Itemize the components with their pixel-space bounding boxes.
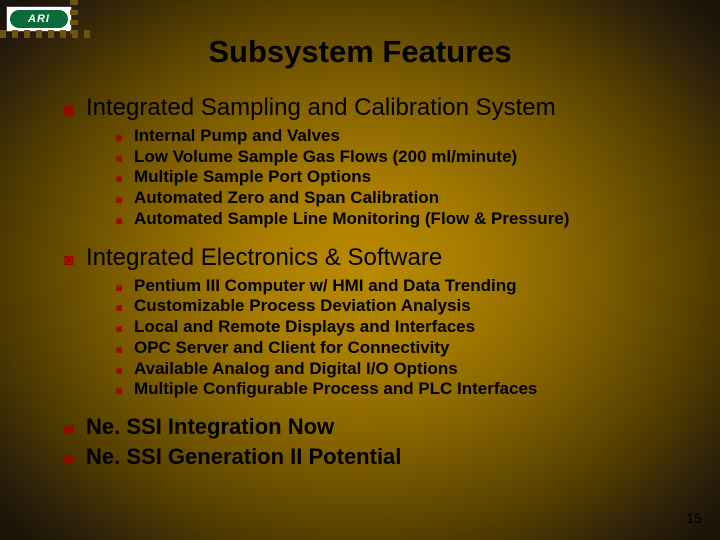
list-item: ◙Multiple Configurable Process and PLC I…: [116, 379, 690, 400]
list-item-text: Automated Sample Line Monitoring (Flow &…: [134, 209, 569, 230]
list-item: ◙Automated Sample Line Monitoring (Flow …: [116, 209, 690, 230]
square-bullet-icon: ◙: [64, 252, 86, 270]
section-items: ◙Pentium III Computer w/ HMI and Data Tr…: [116, 276, 690, 400]
square-bullet-icon: ◙: [116, 154, 134, 166]
list-item-text: Local and Remote Displays and Interfaces: [134, 317, 475, 338]
standalone-text: Ne. SSI Integration Now: [86, 414, 334, 440]
list-item-text: Pentium III Computer w/ HMI and Data Tre…: [134, 276, 517, 297]
square-bullet-icon: ◙: [116, 386, 134, 398]
square-bullet-icon: ◙: [116, 303, 134, 315]
square-bullet-icon: ◙: [116, 195, 134, 207]
section-heading-row: ◙ Integrated Sampling and Calibration Sy…: [64, 94, 690, 122]
list-item: ◙OPC Server and Client for Connectivity: [116, 338, 690, 359]
slide-title: Subsystem Features: [0, 34, 720, 70]
list-item: ◙Multiple Sample Port Options: [116, 167, 690, 188]
square-bullet-icon: ◙: [64, 102, 86, 120]
list-item: ◙Low Volume Sample Gas Flows (200 ml/min…: [116, 147, 690, 168]
list-item: ◙Customizable Process Deviation Analysis: [116, 296, 690, 317]
list-item-text: Low Volume Sample Gas Flows (200 ml/minu…: [134, 147, 517, 168]
square-bullet-icon: ◙: [116, 283, 134, 295]
square-bullet-icon: ◙: [116, 324, 134, 336]
list-item-text: Customizable Process Deviation Analysis: [134, 296, 471, 317]
square-bullet-icon: ◙: [116, 133, 134, 145]
list-item: ◙Automated Zero and Span Calibration: [116, 188, 690, 209]
slide-content: ◙ Integrated Sampling and Calibration Sy…: [64, 90, 690, 470]
section-heading: Integrated Electronics & Software: [86, 244, 442, 272]
logo-badge: ARI: [6, 6, 72, 32]
section-heading: Integrated Sampling and Calibration Syst…: [86, 94, 556, 122]
list-item: ◙Internal Pump and Valves: [116, 126, 690, 147]
square-bullet-icon: ◙: [116, 216, 134, 228]
list-item: ◙Available Analog and Digital I/O Option…: [116, 359, 690, 380]
list-item-text: OPC Server and Client for Connectivity: [134, 338, 450, 359]
list-item-text: Available Analog and Digital I/O Options: [134, 359, 458, 380]
list-item-text: Internal Pump and Valves: [134, 126, 340, 147]
section-heading-row: ◙ Integrated Electronics & Software: [64, 244, 690, 272]
standalone-text: Ne. SSI Generation II Potential: [86, 444, 401, 470]
list-item-text: Multiple Configurable Process and PLC In…: [134, 379, 537, 400]
list-item-text: Automated Zero and Span Calibration: [134, 188, 439, 209]
list-item: ◙Local and Remote Displays and Interface…: [116, 317, 690, 338]
page-number: 15: [686, 510, 702, 526]
square-bullet-icon: ◙: [64, 421, 86, 439]
section-items: ◙Internal Pump and Valves ◙Low Volume Sa…: [116, 126, 690, 230]
list-item-text: Multiple Sample Port Options: [134, 167, 371, 188]
standalone-row: ◙ Ne. SSI Integration Now: [64, 414, 690, 440]
list-item: ◙Pentium III Computer w/ HMI and Data Tr…: [116, 276, 690, 297]
standalone-row: ◙ Ne. SSI Generation II Potential: [64, 444, 690, 470]
square-bullet-icon: ◙: [116, 174, 134, 186]
logo-text: ARI: [10, 10, 68, 28]
square-bullet-icon: ◙: [116, 345, 134, 357]
square-bullet-icon: ◙: [116, 366, 134, 378]
decor-comb-vertical: [70, 0, 78, 34]
square-bullet-icon: ◙: [64, 451, 86, 469]
